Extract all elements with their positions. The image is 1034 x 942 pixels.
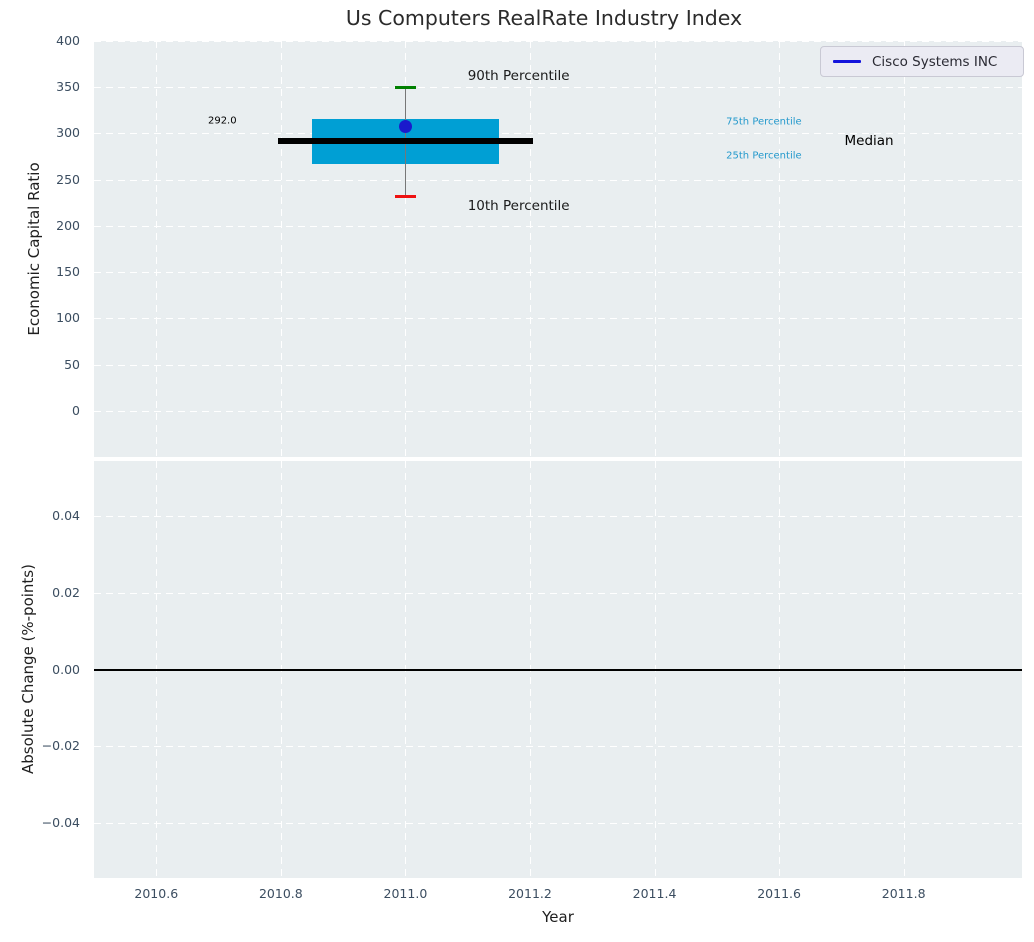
gridline-horizontal: [94, 516, 1022, 518]
gridline-vertical: [903, 41, 905, 457]
y-tick-label: 0.02: [52, 584, 80, 600]
x-tick-label: 2010.6: [134, 886, 179, 901]
company-point-marker: [398, 119, 412, 133]
gridline-horizontal: [94, 822, 1022, 824]
gridline-horizontal: [94, 410, 1022, 412]
x-tick-label: 2011.0: [383, 886, 428, 901]
gridline-horizontal: [94, 41, 1022, 42]
y-tick-label: −0.04: [41, 814, 80, 830]
legend-label: Cisco Systems INC: [872, 53, 998, 70]
chart-title: Us Computers RealRate Industry Index: [345, 6, 743, 30]
annotation-median: Median: [844, 132, 894, 149]
gridline-horizontal: [94, 364, 1022, 366]
y-tick-label: 0.04: [52, 508, 80, 524]
y-tick-label: 200: [56, 217, 80, 233]
gridline-vertical: [405, 41, 407, 457]
y-tick-label: 0: [72, 402, 80, 418]
x-tick-label: 2010.8: [258, 886, 303, 901]
annotation-25th-percentile: 25th Percentile: [726, 150, 802, 162]
x-axis-label: Year: [542, 908, 574, 926]
gridline-vertical: [654, 41, 656, 457]
median-line: [277, 137, 534, 145]
annotation-75th-percentile: 75th Percentile: [726, 116, 802, 128]
y-tick-label: 250: [56, 171, 80, 187]
y-tick-label: 50: [64, 356, 80, 372]
bottom-plot-area: [94, 461, 1022, 878]
whisker-cap-10th: [394, 194, 416, 199]
x-tick-label: 2011.6: [757, 886, 801, 901]
y-tick-label: −0.02: [41, 738, 80, 753]
gridline-horizontal: [94, 133, 1022, 135]
gridline-vertical: [529, 41, 531, 457]
y-tick-label: 300: [56, 125, 80, 141]
x-tick-label: 2011.8: [881, 886, 926, 901]
gridline-horizontal: [94, 746, 1022, 747]
gridline-horizontal: [94, 225, 1022, 227]
gridline-horizontal: [94, 179, 1022, 181]
y-tick-label: 0.00: [52, 661, 80, 677]
gridline-vertical: [280, 41, 282, 457]
annotation-10th-percentile: 10th Percentile: [467, 197, 570, 214]
gridline-horizontal: [94, 592, 1022, 594]
y-tick-label: 400: [56, 33, 80, 48]
top-plot-area: 90th Percentile 10th Percentile 75th Perce…: [94, 41, 1022, 457]
gridline-horizontal: [94, 272, 1022, 274]
zero-line: [94, 668, 1022, 671]
x-tick-label: 2011.2: [508, 886, 552, 901]
y-tick-label: 350: [56, 79, 80, 95]
legend: Cisco Systems INC: [820, 46, 1024, 77]
annotation-median-value: 292.0: [207, 115, 237, 126]
annotation-90th-percentile: 90th Percentile: [467, 68, 570, 85]
y-tick-label: 150: [56, 264, 80, 280]
gridline-vertical: [779, 41, 781, 457]
legend-line-icon: [833, 60, 861, 63]
y-tick-label: 100: [56, 310, 80, 326]
gridline-vertical: [156, 41, 158, 457]
x-tick-label: 2011.4: [632, 886, 677, 901]
gridline-horizontal: [94, 318, 1022, 320]
whisker-cap-90th: [394, 85, 416, 90]
gridline-horizontal: [94, 87, 1022, 89]
